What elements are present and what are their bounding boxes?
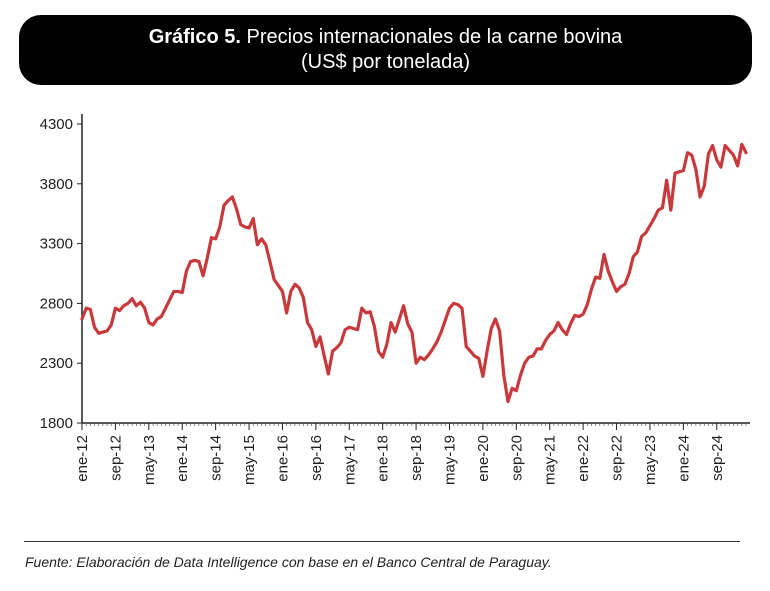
y-tick-label: 4300 [40, 116, 73, 133]
x-tick-label: may-21 [542, 435, 559, 485]
source-note: Fuente: Elaboración de Data Intelligence… [25, 554, 552, 570]
footer-divider [24, 541, 740, 542]
x-tick-label: sep-24 [709, 435, 726, 481]
x-tick-label: sep-16 [308, 435, 325, 481]
chart-title-banner: Gráfico 5. Precios internacionales de la… [19, 15, 752, 85]
x-tick-label: sep-12 [107, 435, 124, 481]
x-tick-label: ene-24 [675, 435, 692, 482]
y-tick-label: 2300 [40, 355, 73, 372]
x-tick-label: ene-16 [274, 435, 291, 482]
chart-subtitle: (US$ por tonelada) [301, 51, 470, 73]
price-line-chart: 1800 2300 2800 3300 3800 4300 ene-12 sep-12 may-… [40, 114, 750, 485]
x-tick-label: may-17 [341, 435, 358, 485]
y-tick-label: 3300 [40, 236, 73, 253]
x-tick-label: sep-18 [408, 435, 425, 481]
chart-title-text: Precios internacionales de la carne bovi… [240, 26, 623, 48]
x-tick-label: may-13 [141, 435, 158, 485]
x-tick-label: sep-14 [208, 435, 225, 481]
x-tick-label: ene-18 [375, 435, 392, 482]
chart-title: Gráfico 5. Precios internacionales de la… [19, 25, 752, 50]
x-tick-label: ene-20 [475, 435, 492, 482]
price-series-line [80, 142, 748, 404]
x-tick-label: sep-20 [508, 435, 525, 481]
x-tick-label: may-15 [241, 435, 258, 485]
x-tick-label: ene-22 [575, 435, 592, 482]
y-tick-label: 3800 [40, 176, 73, 193]
x-tick-label: may-23 [642, 435, 659, 485]
y-tick-label: 2800 [40, 295, 73, 312]
x-tick-label: ene-12 [74, 435, 91, 482]
chart-title-number: Gráfico 5. [148, 26, 241, 48]
x-tick-label: may-19 [441, 435, 458, 485]
x-tick-label: sep-22 [609, 435, 626, 481]
x-tick-label: ene-14 [174, 435, 191, 482]
y-tick-label: 1800 [40, 415, 73, 432]
